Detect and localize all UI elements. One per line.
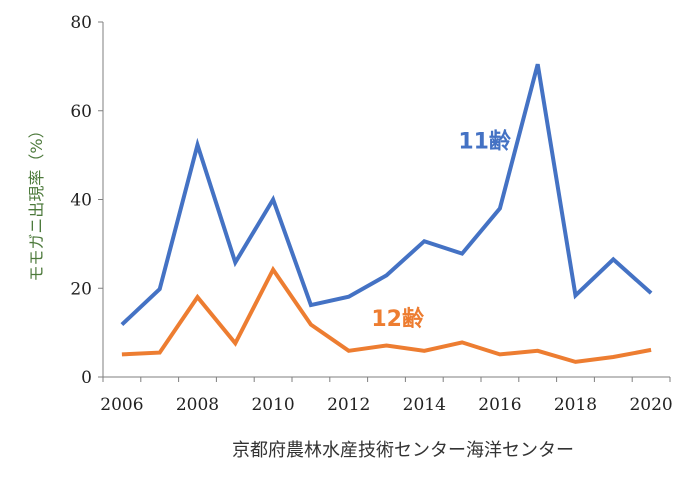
x-tick-label: 2012	[327, 395, 370, 415]
series-label-age-11: 11齢	[458, 128, 512, 154]
x-tick-label: 2016	[478, 395, 521, 415]
x-tick-label: 2006	[100, 395, 143, 415]
x-tick-label: 2010	[251, 395, 294, 415]
series-line-age-12	[121, 265, 652, 364]
series-label-age-12: 12齢	[371, 306, 425, 332]
x-tick-label: 2018	[554, 395, 597, 415]
y-tick-label: 80	[70, 13, 92, 33]
x-tick-label: 2020	[629, 395, 672, 415]
axes: 0 20 40 60 80 2006 2008 2010 2012 2014 2016 2018 202…	[70, 13, 672, 415]
x-tick-label: 2008	[176, 395, 219, 415]
y-tick-label: 60	[70, 102, 92, 122]
y-tick-label: 40	[70, 191, 92, 211]
series-line-age-11	[120, 63, 653, 327]
series-lines	[120, 63, 653, 364]
y-tick-label: 20	[70, 279, 92, 299]
y-tick-label: 0	[81, 368, 92, 388]
x-tick-label: 2014	[403, 395, 446, 415]
y-axis-label: モモガニ出現率（%）	[27, 122, 46, 281]
series-labels: 11齢 12齢	[371, 128, 512, 332]
source-credit: 京都府農林水産技術センター海洋センター	[232, 440, 574, 461]
